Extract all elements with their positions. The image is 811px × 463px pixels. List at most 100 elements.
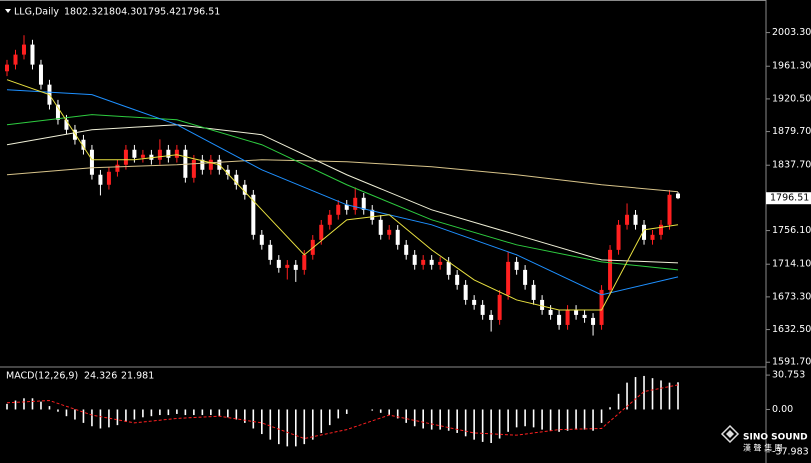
ohlc-high: 1804.30	[103, 7, 142, 18]
candle-body	[557, 314, 562, 325]
candle-body	[21, 44, 26, 55]
watermark: SINO SOUND 漢 聲 集 團	[720, 424, 808, 453]
candle-body	[404, 244, 409, 255]
candle-body	[336, 204, 341, 215]
candle-body	[650, 234, 655, 240]
candle-body	[89, 149, 94, 175]
y-tick-label: 1920.50	[772, 93, 811, 104]
y-tick-label: 1879.70	[772, 126, 811, 137]
candle-body	[642, 224, 647, 240]
candle-body	[599, 289, 604, 325]
candle-body	[667, 194, 672, 225]
candle-body	[446, 261, 451, 275]
moving-average	[6, 124, 679, 264]
candle-body	[259, 234, 264, 245]
candle-body	[582, 314, 587, 318]
candle-body	[565, 309, 570, 325]
candle-body	[200, 159, 205, 170]
candle-body	[489, 314, 494, 320]
candle-body	[242, 184, 247, 195]
candle-body	[191, 159, 196, 178]
ohlc-close: 1796.51	[181, 7, 220, 18]
candle-body	[370, 209, 375, 220]
ohlc-open: 1802.32	[64, 7, 103, 18]
candle-body	[72, 129, 77, 140]
candle-body	[616, 224, 621, 250]
candle-body	[353, 197, 358, 210]
candle-body	[174, 149, 179, 158]
candle-body	[344, 204, 349, 210]
candle-body	[506, 261, 511, 295]
symbol-title: LLG,Daily	[14, 7, 59, 18]
y-tick-label: -37.983	[772, 446, 809, 457]
macd-signal-line	[6, 384, 679, 440]
candle-body	[55, 104, 60, 120]
y-tick-label: 2003.30	[772, 27, 811, 38]
y-tick-label: 1756.10	[772, 225, 811, 236]
candle-body	[13, 54, 18, 65]
ohlc-low: 1795.42	[142, 7, 181, 18]
y-tick-label: 0.00	[772, 404, 793, 415]
candle-body	[412, 254, 417, 265]
candle-body	[149, 154, 154, 160]
y-tick-label: 1714.10	[772, 259, 811, 270]
candle-body	[480, 304, 485, 315]
candle-body	[293, 264, 298, 270]
candle-body	[378, 219, 383, 235]
macd-value: 24.326	[84, 371, 117, 382]
candle-body	[676, 193, 680, 199]
candle-body	[633, 214, 638, 225]
brand-subtitle: 漢 聲 集 團	[743, 443, 783, 453]
candle-body	[38, 64, 43, 85]
candle-body	[429, 259, 434, 265]
y-tick-label: 30.753	[772, 370, 805, 381]
current-price-label: 1796.51	[770, 193, 809, 204]
candle-body	[140, 154, 145, 158]
candle-body	[497, 294, 502, 320]
candle-body	[327, 214, 332, 225]
candle-body	[302, 254, 307, 270]
candle-body	[251, 194, 256, 235]
candle-body	[387, 229, 392, 235]
candle-body	[30, 44, 35, 65]
candle-body	[319, 224, 324, 240]
y-tick-label: 1632.50	[772, 324, 811, 335]
candle-body	[123, 149, 128, 165]
candle-body	[268, 244, 273, 260]
candle-body	[438, 261, 443, 265]
candle-body	[64, 119, 69, 130]
candle-body	[472, 299, 477, 305]
y-tick-label: 1961.30	[772, 61, 811, 72]
candle-body	[608, 249, 613, 290]
brand-name: SINO SOUND	[743, 433, 808, 443]
candle-body	[5, 64, 9, 72]
candle-body	[115, 164, 120, 172]
candle-body	[225, 169, 230, 175]
candle-body	[548, 309, 553, 315]
candle-body	[157, 149, 162, 160]
candle-body	[234, 174, 239, 185]
candle-body	[208, 159, 213, 170]
candle-body	[463, 284, 468, 300]
macd-title: MACD(12,26,9)	[6, 371, 78, 382]
logo-inner	[726, 430, 734, 438]
candle-body	[421, 259, 426, 265]
logo-mark	[720, 424, 740, 444]
candle-body	[276, 259, 281, 268]
candle-body	[285, 264, 290, 268]
candle-body	[132, 149, 137, 158]
candle-body	[166, 149, 171, 158]
y-tick-label: 1837.70	[772, 160, 811, 171]
candle-body	[361, 197, 366, 210]
candle-body	[106, 171, 111, 185]
moving-average	[6, 114, 679, 271]
moving-average	[6, 159, 679, 193]
candle-body	[523, 269, 528, 285]
candle-body	[81, 139, 86, 150]
menu-arrow[interactable]	[5, 9, 11, 13]
candle-body	[455, 274, 460, 285]
candle-body	[531, 284, 536, 300]
